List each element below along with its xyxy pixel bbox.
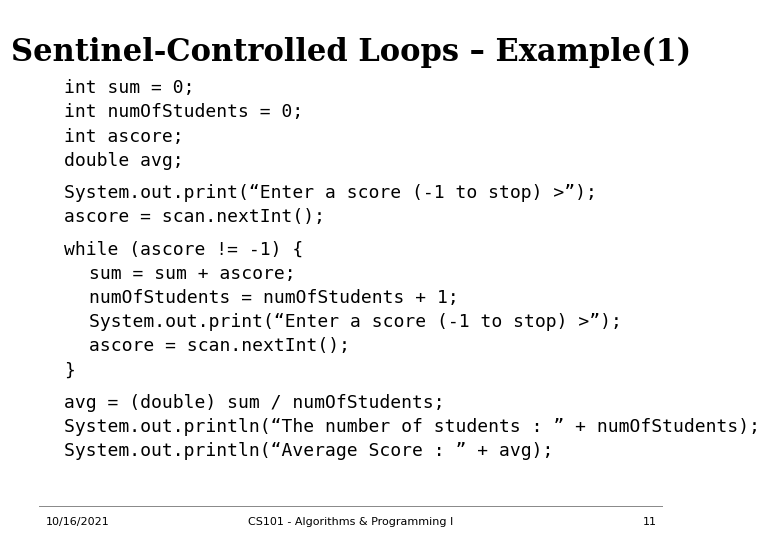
Text: double avg;: double avg; bbox=[64, 152, 184, 170]
Text: ascore = scan.nextInt();: ascore = scan.nextInt(); bbox=[64, 208, 325, 226]
Text: int sum = 0;: int sum = 0; bbox=[64, 79, 195, 97]
Text: CS101 - Algorithms & Programming I: CS101 - Algorithms & Programming I bbox=[249, 517, 454, 527]
Text: }: } bbox=[64, 361, 75, 379]
Text: 10/16/2021: 10/16/2021 bbox=[45, 517, 109, 527]
Text: int numOfStudents = 0;: int numOfStudents = 0; bbox=[64, 104, 303, 122]
Text: while (ascore != -1) {: while (ascore != -1) { bbox=[64, 240, 303, 259]
Text: System.out.print(“Enter a score (-1 to stop) >”);: System.out.print(“Enter a score (-1 to s… bbox=[64, 184, 597, 202]
Text: System.out.print(“Enter a score (-1 to stop) >”);: System.out.print(“Enter a score (-1 to s… bbox=[89, 313, 622, 331]
Text: Sentinel-Controlled Loops – Example(1): Sentinel-Controlled Loops – Example(1) bbox=[11, 36, 691, 68]
Text: numOfStudents = numOfStudents + 1;: numOfStudents = numOfStudents + 1; bbox=[89, 289, 459, 307]
Text: ascore = scan.nextInt();: ascore = scan.nextInt(); bbox=[89, 337, 350, 355]
Text: 11: 11 bbox=[643, 517, 657, 527]
Text: System.out.println(“Average Score : ” + avg);: System.out.println(“Average Score : ” + … bbox=[64, 442, 554, 460]
Text: avg = (double) sum / numOfStudents;: avg = (double) sum / numOfStudents; bbox=[64, 394, 445, 411]
Text: System.out.println(“The number of students : ” + numOfStudents);: System.out.println(“The number of studen… bbox=[64, 418, 760, 436]
Text: int ascore;: int ascore; bbox=[64, 127, 184, 146]
Text: sum = sum + ascore;: sum = sum + ascore; bbox=[89, 265, 296, 282]
